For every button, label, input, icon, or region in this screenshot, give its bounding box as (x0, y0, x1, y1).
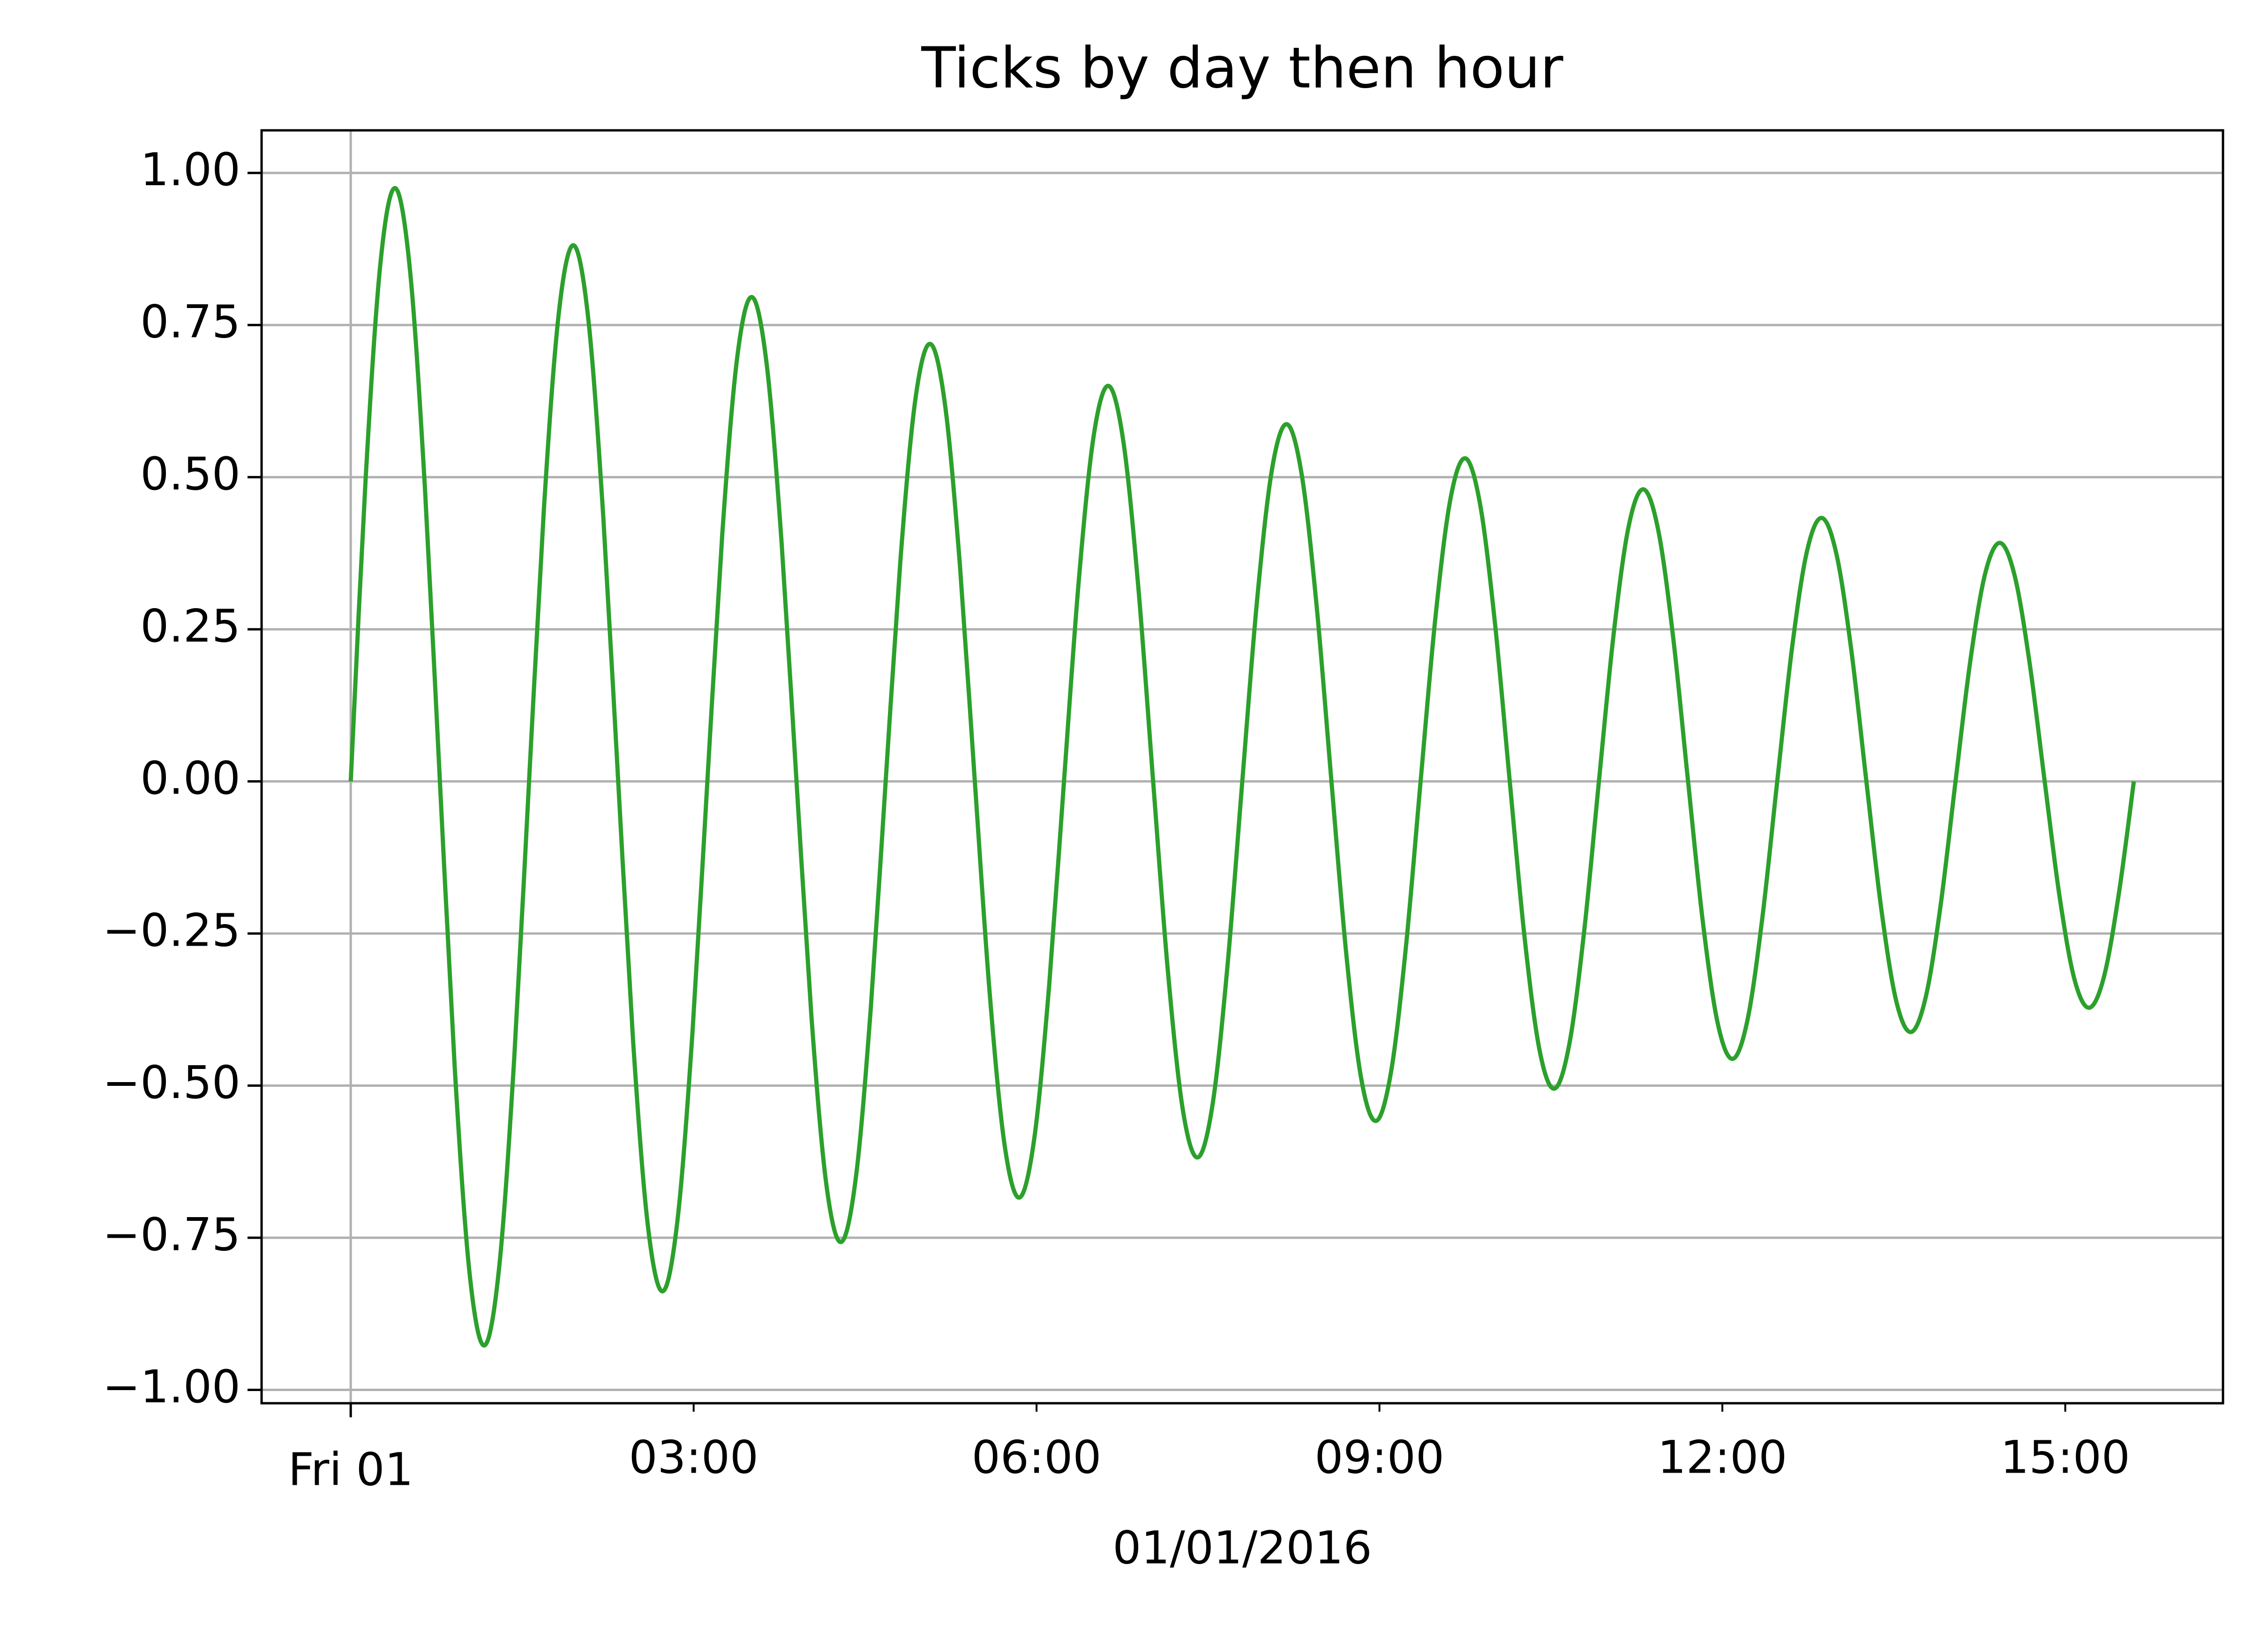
y-tick-label: 0.75 (140, 296, 240, 348)
x-minor-tick-label: 12:00 (1658, 1431, 1787, 1483)
data-line (348, 186, 2136, 1348)
y-tick-label: 0.25 (140, 600, 240, 653)
chart-title: Ticks by day then hour (921, 36, 1563, 101)
y-tick-label: −0.75 (103, 1208, 240, 1261)
y-tick-label: −0.50 (103, 1056, 240, 1109)
x-minor-tick-label: 15:00 (2000, 1431, 2130, 1483)
x-minor-tick-label: 09:00 (1314, 1431, 1444, 1483)
y-tick-label: −0.25 (103, 904, 240, 956)
x-minor-tick-label: 03:00 (629, 1431, 759, 1483)
y-tick-label: 0.00 (140, 752, 240, 805)
y-tick-label: −1.00 (103, 1361, 240, 1413)
y-tick-label: 0.50 (140, 448, 240, 500)
x-tick-label: Fri 01 (288, 1443, 413, 1496)
y-tick-label: 1.00 (140, 143, 240, 196)
x-axis-label: 01/01/2016 (1112, 1521, 1372, 1574)
x-minor-tick-label: 06:00 (972, 1431, 1102, 1483)
plot-frame (260, 129, 2224, 1405)
